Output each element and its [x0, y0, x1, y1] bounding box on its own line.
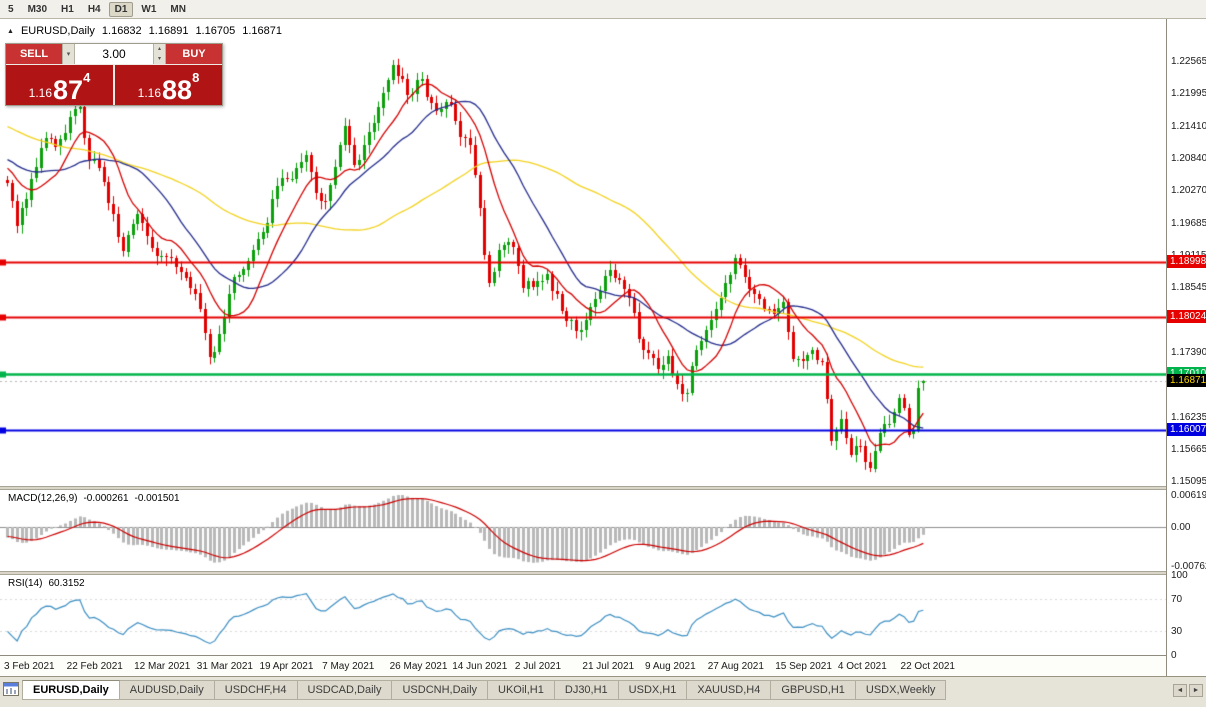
macd-pane-canvas[interactable] [0, 490, 1166, 572]
macd-name: MACD(12,26,9) [8, 493, 78, 504]
date-tick-label: 9 Aug 2021 [645, 661, 696, 672]
date-tick-label: 12 Mar 2021 [134, 661, 191, 672]
macd-tick-label: 0.00619 [1171, 490, 1206, 501]
symbol-tab-audusd-daily[interactable]: AUDUSD,Daily [119, 680, 215, 700]
price-tick-label: 1.20840 [1171, 153, 1206, 164]
tab-scroll-left-button[interactable]: ◄ [1173, 684, 1187, 697]
sell-price-big-figure: 87 [53, 75, 84, 106]
timeframe-button-h1[interactable]: H1 [55, 2, 80, 17]
price-tick-label: 1.19685 [1171, 218, 1206, 229]
buy-price-display[interactable]: 1.16 88 8 [115, 65, 222, 105]
sell-price-display[interactable]: 1.16 87 4 [6, 65, 113, 105]
symbol-period-label: EURUSD,Daily [20, 25, 95, 37]
tab-scroll-right-button[interactable]: ► [1189, 684, 1203, 697]
one-click-trade-panel: SELL ▾ ▴ ▾ BUY 1.16 87 4 1.16 88 8 [5, 43, 223, 106]
high-value: 1.16891 [148, 25, 189, 37]
timeframe-button-h4[interactable]: H4 [82, 2, 107, 17]
tab-scroll-controls: ◄ ► [1173, 684, 1203, 697]
rsi-name: RSI(14) [8, 578, 43, 589]
date-tick-label: 3 Feb 2021 [4, 661, 55, 672]
symbol-tab-xauusd-h4[interactable]: XAUUSD,H4 [687, 680, 772, 700]
pane-separator[interactable] [0, 486, 1206, 490]
date-tick-label: 26 May 2021 [389, 661, 448, 672]
date-tick-label: 31 Mar 2021 [196, 661, 253, 672]
trade-panel-collapse-icon[interactable]: ▲ [7, 27, 14, 35]
date-tick-label: 4 Oct 2021 [837, 661, 887, 672]
sell-price-prefix: 1.16 [28, 86, 53, 100]
rsi-tick-label: 70 [1171, 594, 1183, 605]
chart-window-icon [3, 682, 19, 696]
level-price-badge: 1.18998 [1167, 255, 1206, 268]
chart-area: ▲ EURUSD,Daily 1.16832 1.16891 1.16705 1… [0, 19, 1206, 676]
price-tick-label: 1.15665 [1171, 444, 1206, 455]
date-tick-label: 19 Apr 2021 [259, 661, 314, 672]
price-tick-label: 1.18545 [1171, 282, 1206, 293]
buy-price-pip: 8 [192, 70, 200, 85]
price-tick-label: 1.16235 [1171, 412, 1206, 423]
symbol-tab-usdchf-h4[interactable]: USDCHF,H4 [214, 680, 298, 700]
date-tick-label: 7 May 2021 [322, 661, 375, 672]
buy-price-prefix: 1.16 [137, 86, 162, 100]
price-tick-label: 1.21410 [1171, 121, 1206, 132]
symbol-tab-eurusd-daily[interactable]: EURUSD,Daily [22, 680, 120, 700]
timeframe-button-d1[interactable]: D1 [108, 1, 134, 17]
symbol-tab-gbpusd-h1[interactable]: GBPUSD,H1 [771, 680, 856, 700]
timeframe-button-5[interactable]: 5 [2, 2, 20, 17]
price-tick-label: 1.15095 [1171, 476, 1206, 487]
macd-signal-value: -0.001501 [134, 493, 180, 504]
symbol-tab-usdx-h1[interactable]: USDX,H1 [618, 680, 688, 700]
date-tick-label: 14 Jun 2021 [452, 661, 508, 672]
chart-tab-bar: EURUSD,Daily AUDUSD,Daily USDCHF,H4 USDCAD,… [0, 676, 1206, 707]
price-tick-label: 1.21995 [1171, 88, 1206, 99]
symbol-tab-usdcnh-daily[interactable]: USDCNH,Daily [392, 680, 489, 700]
date-tick-label: 22 Feb 2021 [66, 661, 123, 672]
symbol-tab-dj30-h1[interactable]: DJ30,H1 [554, 680, 619, 700]
sell-button[interactable]: SELL [6, 44, 62, 64]
date-tick-label: 15 Sep 2021 [775, 661, 832, 672]
rsi-tick-label: 100 [1171, 570, 1188, 581]
level-price-badge: 1.16007 [1167, 423, 1206, 436]
volume-input[interactable] [75, 44, 153, 64]
timeframe-button-w1[interactable]: W1 [135, 2, 162, 17]
date-tick-label: 22 Oct 2021 [900, 661, 955, 672]
macd-indicator-label: MACD(12,26,9) -0.000261 -0.001501 [8, 493, 180, 504]
rsi-tick-label: 30 [1171, 626, 1183, 637]
volume-down-button[interactable]: ▾ [154, 54, 165, 64]
open-value: 1.16832 [101, 25, 142, 37]
macd-tick-label: -0.00762 [1171, 561, 1206, 572]
symbol-tab-ukoil-h1[interactable]: UKOil,H1 [488, 680, 555, 700]
rsi-pane-canvas[interactable] [0, 575, 1166, 655]
rsi-tick-label: 0 [1171, 650, 1177, 661]
timeframe-button-mn[interactable]: MN [164, 2, 192, 17]
sell-price-pip: 4 [83, 70, 91, 85]
price-tick-label: 1.17390 [1171, 347, 1206, 358]
time-axis: 3 Feb 2021 22 Feb 2021 12 Mar 2021 31 Mar 2… [0, 655, 1206, 676]
current-price-badge: 1.16871 [1167, 374, 1206, 387]
buy-price-big-figure: 88 [162, 75, 193, 106]
timeframe-button-m30[interactable]: M30 [22, 2, 53, 17]
date-tick-label: 21 Jul 2021 [582, 661, 635, 672]
macd-main-value: -0.000261 [83, 493, 129, 504]
symbol-tab-usdcad-daily[interactable]: USDCAD,Daily [297, 680, 393, 700]
close-value: 1.16871 [242, 25, 282, 37]
price-axis: 1.22565 1.21995 1.21410 1.20840 1.20270 1.196… [1166, 19, 1206, 676]
low-value: 1.16705 [195, 25, 236, 37]
ohlc-readout: ▲ EURUSD,Daily 1.16832 1.16891 1.16705 1… [7, 25, 282, 37]
volume-stepper: ▴ ▾ [153, 44, 166, 64]
price-tick-label: 1.20270 [1171, 185, 1206, 196]
buy-button[interactable]: BUY [166, 44, 222, 64]
date-tick-label: 2 Jul 2021 [514, 661, 562, 672]
symbol-tab-usdx-weekly[interactable]: USDX,Weekly [855, 680, 947, 700]
pane-separator[interactable] [0, 571, 1206, 575]
rsi-indicator-label: RSI(14) 60.3152 [8, 578, 85, 589]
level-price-badge: 1.18024 [1167, 310, 1206, 323]
timeframe-toolbar: 5 M30 H1 H4 D1 W1 MN [0, 0, 1206, 19]
rsi-value: 60.3152 [48, 578, 85, 589]
macd-tick-label: 0.00 [1171, 522, 1191, 533]
volume-dropdown-icon[interactable]: ▾ [62, 44, 75, 64]
date-tick-label: 27 Aug 2021 [707, 661, 764, 672]
price-tick-label: 1.22565 [1171, 56, 1206, 67]
volume-up-button[interactable]: ▴ [154, 44, 165, 54]
